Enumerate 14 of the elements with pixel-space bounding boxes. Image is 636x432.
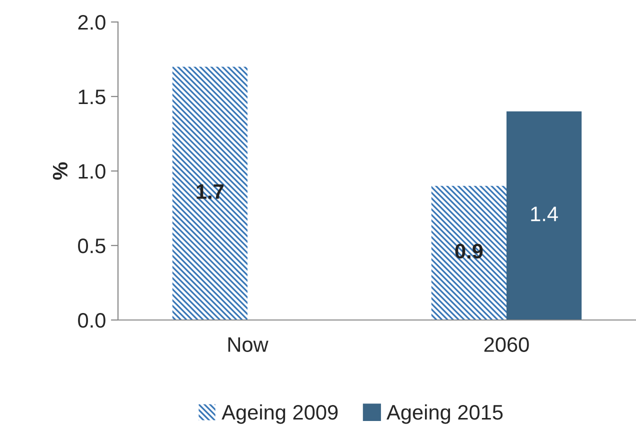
x-tick-label: Now (228, 337, 268, 352)
y-tick-label: 1.0 (78, 164, 106, 179)
bar (431, 186, 506, 320)
y-tick-label: 0.0 (78, 313, 106, 328)
x-tick-label: 2060 (484, 337, 529, 352)
y-tick-label: 0.5 (78, 238, 106, 254)
legend-label: Ageing 2015 (386, 404, 503, 424)
bar (172, 66, 248, 320)
y-axis-title: % (52, 162, 68, 180)
legend-label: Ageing 2009 (222, 404, 338, 424)
data-label: 1.4 (531, 206, 558, 222)
bar (506, 111, 582, 320)
y-tick-label: 1.5 (78, 90, 106, 104)
y-tick-label: 2.0 (78, 15, 106, 30)
